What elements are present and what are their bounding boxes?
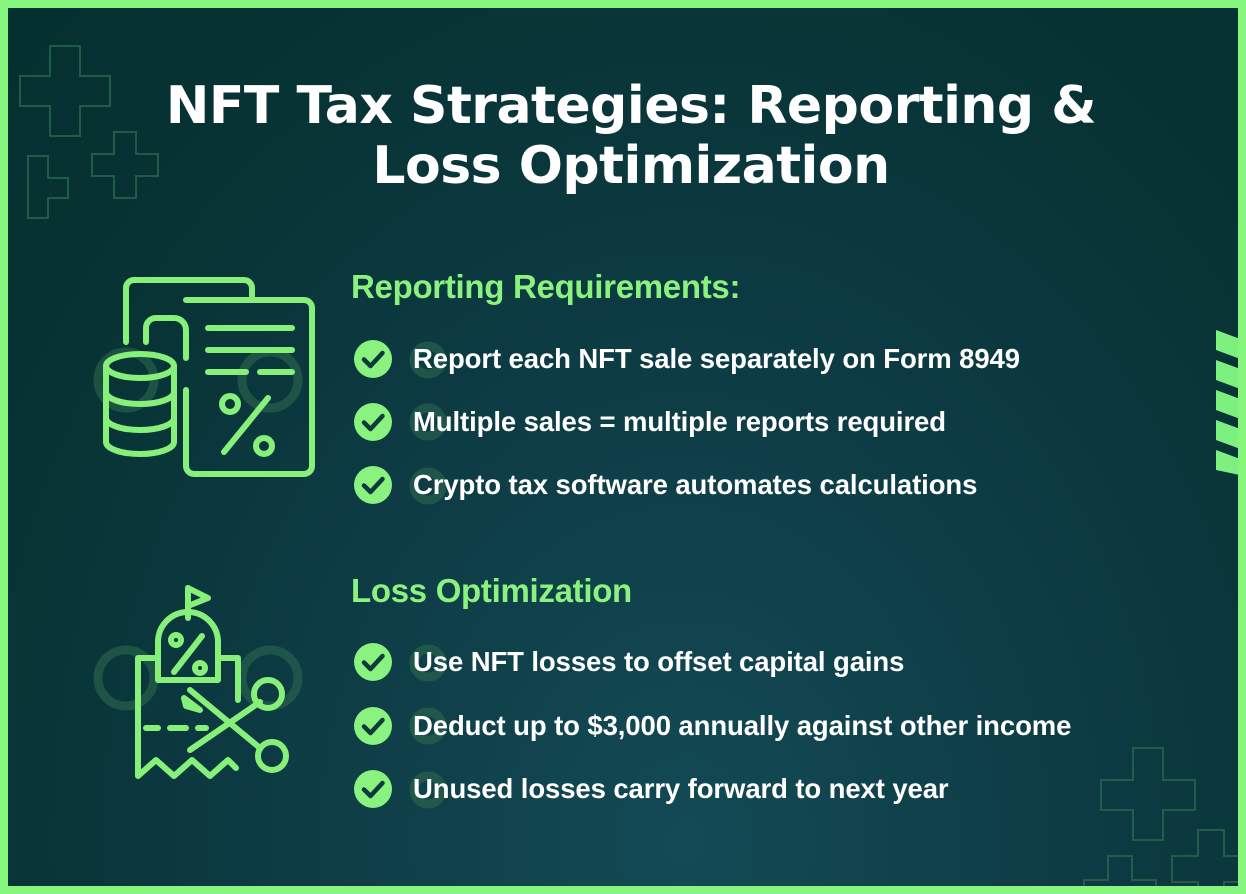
- section-heading-loss-optimization: Loss Optimization: [351, 572, 632, 609]
- check-circle-icon: [354, 340, 392, 378]
- title-line-1: NFT Tax Strategies: Reporting &: [165, 76, 1097, 136]
- document-percent-coins-icon: [103, 277, 315, 477]
- list-item: Deduct up to $3,000 annually against oth…: [353, 704, 1071, 748]
- background-decoration: [19, 45, 1238, 886]
- item-text: Deduct up to $3,000 annually against oth…: [413, 710, 1072, 741]
- check-circle-icon: [354, 707, 392, 745]
- item-text: Crypto tax software automates calculatio…: [413, 469, 978, 500]
- item-text: Use NFT losses to offset capital gains: [413, 646, 905, 677]
- list-item: Use NFT losses to offset capital gains: [353, 640, 904, 684]
- item-text: Multiple sales = multiple reports requir…: [413, 406, 946, 437]
- item-text: Report each NFT sale separately on Form …: [413, 343, 1020, 374]
- check-circle-icon: [354, 466, 392, 504]
- list-item: Unused losses carry forward to next year: [353, 767, 949, 811]
- section-heading-reporting: Reporting Requirements:: [351, 268, 741, 305]
- list-item: Multiple sales = multiple reports requir…: [353, 400, 946, 444]
- receipt-scissors-discount-icon: [135, 585, 289, 779]
- title-line-2: Loss Optimization: [372, 136, 890, 196]
- check-circle-icon: [354, 770, 392, 808]
- list-item: Report each NFT sale separately on Form …: [353, 337, 1020, 381]
- item-text: Unused losses carry forward to next year: [413, 773, 949, 804]
- check-circle-icon: [354, 403, 392, 441]
- page-title: NFT Tax Strategies: Reporting & Loss Opt…: [68, 76, 1194, 196]
- list-item: Crypto tax software automates calculatio…: [353, 463, 977, 507]
- check-circle-icon: [354, 643, 392, 681]
